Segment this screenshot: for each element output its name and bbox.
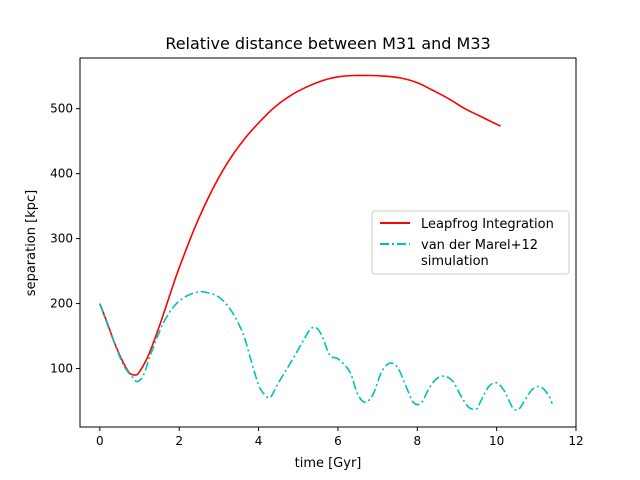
x-tick-label: 8 — [413, 434, 421, 448]
legend-box — [371, 210, 570, 275]
legend: Leapfrog Integration van der Marel+12 si… — [371, 210, 570, 275]
x-tick-label: 0 — [96, 434, 104, 448]
axis-ticks: 0 2 4 6 8 10 12 100 200 300 400 500 — [50, 102, 584, 448]
chart-title: Relative distance between M31 and M33 — [165, 34, 490, 53]
legend-label-vandermarel-line1: van der Marel+12 — [421, 238, 538, 253]
x-tick-label: 10 — [489, 434, 504, 448]
x-tick-label: 6 — [334, 434, 342, 448]
plot-lines — [99, 74, 553, 411]
legend-label-leapfrog: Leapfrog Integration — [421, 217, 554, 232]
x-tick-label: 12 — [568, 434, 583, 448]
y-tick-label: 300 — [50, 232, 73, 246]
x-tick-label: 2 — [175, 434, 183, 448]
x-tick-label: 4 — [255, 434, 263, 448]
series-line-1 — [99, 290, 553, 411]
y-tick-label: 100 — [50, 362, 73, 376]
y-tick-label: 200 — [50, 297, 73, 311]
plot-frame — [79, 57, 577, 428]
y-axis-label: separation [kpc] — [24, 190, 39, 296]
legend-label-vandermarel-line2: simulation — [421, 254, 489, 269]
y-tick-label: 400 — [50, 167, 73, 181]
y-tick-label: 500 — [50, 102, 73, 116]
series-line-0 — [99, 74, 501, 376]
x-axis-label: time [Gyr] — [295, 456, 362, 471]
